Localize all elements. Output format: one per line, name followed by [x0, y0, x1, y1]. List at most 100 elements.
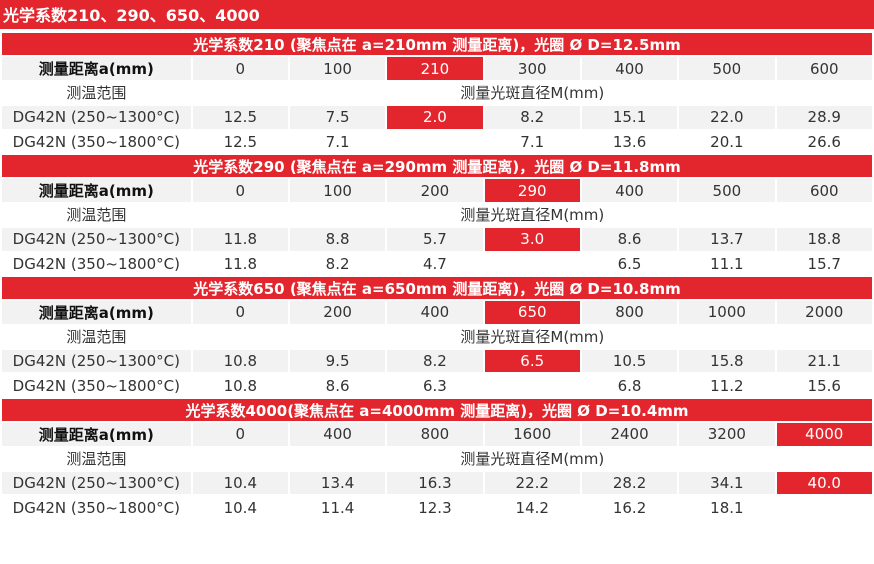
table-row: DG42N (350~1800°C) 10.8 8.6 6.3 3.5 6.8 11.2 15…	[2, 374, 872, 397]
spot-cell: 8.8	[289, 228, 386, 251]
spot-cell: 7.1	[484, 130, 580, 153]
distance-cell: 1000	[679, 301, 775, 324]
spot-cell: 11.8	[192, 252, 288, 275]
spot-cell: 28.2	[581, 472, 678, 495]
section-header: 光学系数4000(聚焦点在 a=4000mm 测量距离)，光圈 Ø D=10.4…	[2, 398, 872, 422]
table-row: DG42N (250~1300°C) 10.8 9.5 8.2 6.5 10.5 15.8 2…	[2, 350, 872, 373]
spot-cell: 11.8	[192, 228, 288, 251]
spot-cell: 7.1	[289, 130, 386, 153]
range-cell: DG42N (350~1800°C)	[2, 496, 191, 519]
distance-cell: 500	[679, 57, 775, 80]
focus-spot-cell: 40.0	[776, 472, 872, 495]
distance-cell: 800	[387, 423, 483, 446]
spot-cell: 8.2	[484, 106, 580, 129]
distance-cell: 0	[192, 423, 288, 446]
spot-cell: 5.7	[387, 228, 483, 251]
distance-cell: 400	[581, 57, 678, 80]
focus-spot-cell: 6.5	[484, 350, 580, 373]
focus-spot-cell: 1.5	[484, 252, 580, 275]
distance-row: 测量距离a(mm) 0 200 400 650 800 1000 2000	[2, 301, 872, 324]
range-label: 测温范围	[2, 325, 191, 349]
spot-cell: 7.5	[289, 106, 386, 129]
spot-cell: 13.4	[289, 472, 386, 495]
range-cell: DG42N (250~1300°C)	[2, 350, 191, 373]
optics-table-body: 光学系数210 (聚焦点在 a=210mm 测量距离)，光圈 Ø D=12.5m…	[2, 33, 872, 519]
spot-cell: 16.2	[581, 496, 678, 519]
distance-label: 测量距离a(mm)	[2, 301, 191, 324]
distance-label: 测量距离a(mm)	[2, 179, 191, 202]
range-label: 测温范围	[2, 81, 191, 105]
range-label: 测温范围	[2, 447, 191, 471]
distance-cell: 2000	[776, 301, 872, 324]
spot-diameter-label: 测量光斑直径M(mm)	[192, 447, 872, 471]
distance-row: 测量距离a(mm) 0 100 200 290 400 500 600	[2, 179, 872, 202]
spot-diameter-label: 测量光斑直径M(mm)	[192, 81, 872, 105]
page-title: 光学系数210、290、650、4000	[0, 0, 874, 31]
spot-cell: 15.6	[776, 374, 872, 397]
spot-cell: 22.2	[484, 472, 580, 495]
distance-cell: 600	[776, 57, 872, 80]
range-cell: DG42N (250~1300°C)	[2, 106, 191, 129]
distance-cell: 0	[192, 57, 288, 80]
range-cell: DG42N (250~1300°C)	[2, 228, 191, 251]
range-cell: DG42N (250~1300°C)	[2, 472, 191, 495]
table-row: DG42N (250~1300°C) 10.4 13.4 16.3 22.2 28.2 34…	[2, 472, 872, 495]
spot-cell: 4.7	[387, 252, 483, 275]
section-header-row: 光学系数210 (聚焦点在 a=210mm 测量距离)，光圈 Ø D=12.5m…	[2, 33, 872, 56]
spot-cell: 6.5	[581, 252, 678, 275]
spot-cell: 34.1	[679, 472, 775, 495]
section-header: 光学系数290 (聚焦点在 a=290mm 测量距离)，光圈 Ø D=11.8m…	[2, 154, 872, 178]
range-label-row: 测温范围 测量光斑直径M(mm)	[2, 81, 872, 105]
distance-cell: 400	[289, 423, 386, 446]
spot-cell: 10.4	[192, 472, 288, 495]
spot-cell: 10.8	[192, 350, 288, 373]
distance-cell: 1600	[484, 423, 580, 446]
spot-cell: 18.8	[776, 228, 872, 251]
spot-cell: 12.5	[192, 130, 288, 153]
range-cell: DG42N (350~1800°C)	[2, 130, 191, 153]
range-label: 测温范围	[2, 203, 191, 227]
spot-cell: 12.5	[192, 106, 288, 129]
range-label-row: 测温范围 测量光斑直径M(mm)	[2, 447, 872, 471]
distance-row: 测量距离a(mm) 0 100 210 300 400 500 600	[2, 57, 872, 80]
spot-cell: 9.5	[289, 350, 386, 373]
spot-cell: 28.9	[776, 106, 872, 129]
spot-cell: 18.1	[679, 496, 775, 519]
spot-cell: 8.6	[581, 228, 678, 251]
focus-spot-cell: 20.0	[776, 496, 872, 519]
section-header-row: 光学系数650 (聚焦点在 a=650mm 测量距离)，光圈 Ø D=10.8m…	[2, 276, 872, 300]
section-header: 光学系数650 (聚焦点在 a=650mm 测量距离)，光圈 Ø D=10.8m…	[2, 276, 872, 300]
distance-label: 测量距离a(mm)	[2, 423, 191, 446]
distance-cell: 0	[192, 301, 288, 324]
spot-cell: 8.2	[289, 252, 386, 275]
focus-spot-cell: 3.0	[484, 228, 580, 251]
table-row: DG42N (350~1800°C) 10.4 11.4 12.3 14.2 16.2 18…	[2, 496, 872, 519]
range-cell: DG42N (350~1800°C)	[2, 252, 191, 275]
section-header-row: 光学系数290 (聚焦点在 a=290mm 测量距离)，光圈 Ø D=11.8m…	[2, 154, 872, 178]
distance-cell: 500	[679, 179, 775, 202]
distance-cell: 100	[289, 179, 386, 202]
spot-diameter-label: 测量光斑直径M(mm)	[192, 325, 872, 349]
range-label-row: 测温范围 测量光斑直径M(mm)	[2, 203, 872, 227]
spot-cell: 14.2	[484, 496, 580, 519]
distance-cell: 0	[192, 179, 288, 202]
focus-spot-cell: 3.5	[484, 374, 580, 397]
spot-diameter-label: 测量光斑直径M(mm)	[192, 203, 872, 227]
distance-cell: 200	[387, 179, 483, 202]
range-cell: DG42N (350~1800°C)	[2, 374, 191, 397]
focus-distance-cell: 210	[387, 57, 483, 80]
focus-distance-cell: 4000	[776, 423, 872, 446]
distance-cell: 400	[581, 179, 678, 202]
spot-cell: 12.3	[387, 496, 483, 519]
spot-cell: 13.7	[679, 228, 775, 251]
spot-cell: 13.6	[581, 130, 678, 153]
section-header: 光学系数210 (聚焦点在 a=210mm 测量距离)，光圈 Ø D=12.5m…	[2, 33, 872, 56]
focus-spot-cell: 2.0	[387, 106, 483, 129]
spot-cell: 20.1	[679, 130, 775, 153]
distance-cell: 600	[776, 179, 872, 202]
distance-cell: 400	[387, 301, 483, 324]
distance-cell: 100	[289, 57, 386, 80]
spot-cell: 26.6	[776, 130, 872, 153]
optics-table: 光学系数210 (聚焦点在 a=210mm 测量距离)，光圈 Ø D=12.5m…	[0, 31, 874, 521]
